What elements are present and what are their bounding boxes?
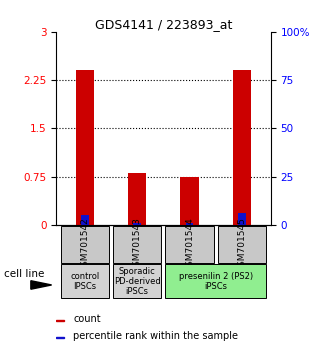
Bar (56, 337, 64, 338)
Bar (181, 177, 199, 225)
Bar (61, 264, 109, 298)
Text: GSM701543: GSM701543 (133, 217, 142, 272)
Text: GSM701542: GSM701542 (81, 217, 89, 272)
Bar (133, 223, 141, 225)
Text: control
IPSCs: control IPSCs (70, 272, 100, 291)
Bar (217, 225, 266, 263)
Text: GSM701544: GSM701544 (185, 217, 194, 272)
Bar (238, 213, 246, 225)
Bar (233, 70, 251, 225)
Bar (185, 223, 193, 225)
Bar (56, 320, 64, 321)
Bar (61, 225, 109, 263)
Bar (128, 173, 146, 225)
Text: Sporadic
PD-derived
iPSCs: Sporadic PD-derived iPSCs (114, 267, 161, 296)
Text: cell line: cell line (5, 269, 45, 279)
Bar (165, 225, 214, 263)
Text: percentile rank within the sample: percentile rank within the sample (73, 331, 238, 341)
Text: count: count (73, 314, 101, 324)
Text: GSM701545: GSM701545 (237, 217, 246, 272)
Polygon shape (31, 281, 51, 289)
Bar (113, 225, 161, 263)
Title: GDS4141 / 223893_at: GDS4141 / 223893_at (95, 18, 232, 31)
Bar (76, 70, 94, 225)
Bar (165, 264, 266, 298)
Text: presenilin 2 (PS2)
iPSCs: presenilin 2 (PS2) iPSCs (179, 272, 253, 291)
Bar (81, 215, 89, 225)
Bar (113, 264, 161, 298)
